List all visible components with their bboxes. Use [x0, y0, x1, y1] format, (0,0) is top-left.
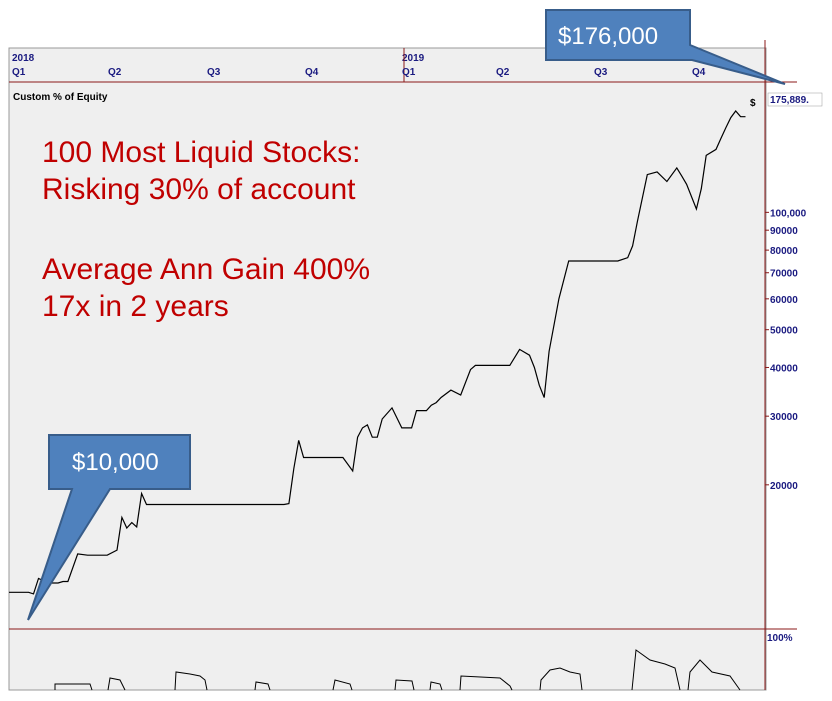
- start-callout-label: $10,000: [72, 449, 159, 476]
- lower-panel-segment: [539, 667, 583, 691]
- year-label-2018: 2018: [12, 53, 35, 64]
- y-axis-ticks: 100,000 90000 80000 70000 60000 50000 40000 300…: [765, 208, 807, 492]
- end-callout-shape: [545, 9, 786, 85]
- y-tick-label: 100,000: [770, 208, 807, 219]
- year-label-2019: 2019: [402, 53, 425, 64]
- y-tick-label: 80000: [770, 246, 798, 257]
- y-tick-label: 60000: [770, 295, 798, 306]
- plot-background: [8, 47, 767, 691]
- lower-panel-label: 100%: [767, 633, 793, 644]
- y-tick-label: 20000: [770, 481, 798, 492]
- y-tick-label: 30000: [770, 412, 798, 423]
- lower-panel-segment: [174, 671, 208, 691]
- end-callout: $176,000: [545, 9, 786, 85]
- lower-panel-segment: [107, 677, 126, 691]
- chart-title: Custom % of Equity: [13, 92, 108, 103]
- lower-panel-series: [54, 649, 741, 691]
- y-tick-label: 50000: [770, 326, 798, 337]
- quarter-label: Q3: [207, 67, 221, 78]
- lower-panel-segment: [332, 679, 353, 691]
- quarter-label: Q4: [692, 67, 706, 78]
- date-axis: 2018 2019 Q1 Q2 Q3 Q4 Q1 Q2 Q3 Q4: [9, 48, 797, 83]
- quarter-label: Q2: [496, 67, 510, 78]
- lower-panel-segment: [254, 681, 271, 691]
- start-callout-shape: [27, 434, 191, 621]
- lower-panel-segment: [429, 681, 443, 691]
- currency-marker: $: [750, 98, 756, 109]
- lower-panel-segment: [54, 683, 93, 691]
- y-tick-label: 40000: [770, 363, 798, 374]
- quarter-label: Q2: [108, 67, 122, 78]
- lower-panel-segment: [394, 679, 415, 691]
- annotation-line-3: Average Ann Gain 400%: [42, 253, 370, 286]
- last-value-label: 175,889.: [770, 95, 809, 106]
- y-tick-label: 70000: [770, 269, 798, 280]
- last-value-box: [767, 92, 823, 107]
- quarter-label: Q3: [594, 67, 608, 78]
- annotation-line-4: 17x in 2 years: [42, 290, 229, 323]
- lower-panel-segment: [687, 659, 741, 691]
- annotation-line-1: 100 Most Liquid Stocks:: [42, 136, 361, 169]
- end-callout-label: $176,000: [558, 23, 658, 50]
- quarter-label: Q1: [12, 67, 26, 78]
- y-tick-label: 90000: [770, 226, 798, 237]
- start-callout: $10,000: [27, 434, 191, 621]
- lower-panel-segment: [459, 675, 513, 691]
- quarter-label: Q4: [305, 67, 319, 78]
- equity-line: [9, 110, 746, 595]
- quarter-label: Q1: [402, 67, 416, 78]
- annotation-line-2: Risking 30% of account: [42, 173, 356, 206]
- lower-panel-segment: [631, 649, 681, 691]
